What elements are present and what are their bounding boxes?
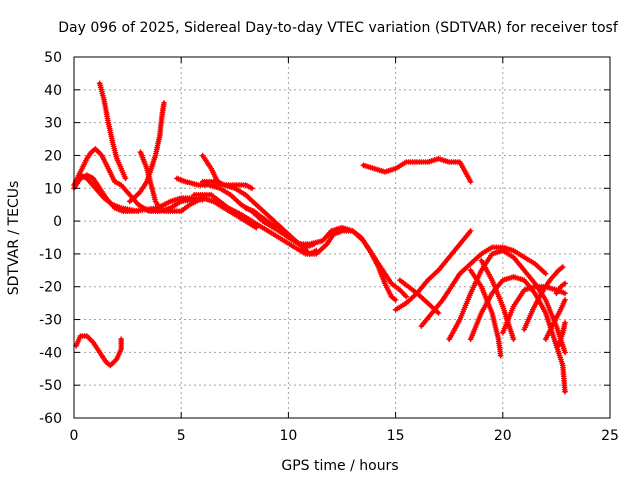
- chart-title: Day 096 of 2025, Sidereal Day-to-day VTE…: [58, 20, 619, 36]
- plus-markers: [360, 155, 474, 185]
- series-arc-14: [392, 228, 474, 313]
- y-tick-label: -60: [39, 411, 62, 427]
- plus-markers: [418, 244, 549, 329]
- y-tick-label: 10: [44, 181, 62, 197]
- plus-markers: [446, 247, 568, 356]
- x-tick-label: 0: [70, 428, 79, 444]
- plus-markers: [467, 267, 504, 359]
- series-arc-17: [446, 247, 568, 356]
- y-tick-label: 0: [53, 214, 62, 230]
- x-tick-label: 15: [387, 428, 405, 444]
- series-arc-03: [77, 172, 142, 214]
- y-tick-label: -40: [39, 345, 62, 361]
- series-arc-12: [73, 333, 124, 369]
- y-tick-label: -30: [39, 313, 62, 329]
- series-arc-04: [96, 80, 129, 182]
- y-tick-label: 20: [44, 148, 62, 164]
- x-tick-label: 5: [177, 428, 186, 444]
- plus-markers: [555, 320, 568, 349]
- plus-markers: [542, 297, 568, 342]
- plus-markers: [77, 172, 142, 214]
- plot-frame: [73, 56, 611, 419]
- plus-markers: [137, 149, 259, 231]
- plus-markers: [96, 80, 129, 182]
- plus-markers: [73, 333, 124, 369]
- y-tick-label: 40: [44, 83, 62, 99]
- y-tick-label: 50: [44, 50, 62, 66]
- series-arc-19: [467, 267, 504, 359]
- plus-markers: [553, 280, 568, 297]
- series-arc-13: [360, 155, 474, 185]
- x-tick-label: 10: [279, 428, 297, 444]
- x-tick-label: 20: [494, 428, 512, 444]
- series-arc-11: [242, 205, 410, 300]
- x-tick-label: 25: [601, 428, 619, 444]
- plus-markers: [392, 228, 474, 313]
- data-series: [71, 80, 568, 395]
- y-tick-label: -50: [39, 378, 62, 394]
- plus-markers: [521, 264, 566, 333]
- axis-ticks: 0 5 10 15 20 25 -60 -50 -40 -30 -20 -10 0 10 20 30 40 50: [39, 50, 619, 444]
- plus-markers: [242, 205, 410, 300]
- series-arc-23: [542, 297, 568, 342]
- series-arc-24: [553, 280, 568, 297]
- series-arc-06: [137, 149, 259, 231]
- y-axis-title: SDTVAR / TECUs: [6, 181, 22, 296]
- y-tick-label: -10: [39, 247, 62, 263]
- y-tick-label: -20: [39, 280, 62, 296]
- series-arc-22: [521, 264, 566, 333]
- series-arc-25: [555, 320, 568, 349]
- y-tick-label: 30: [44, 116, 62, 132]
- x-axis-title: GPS time / hours: [281, 458, 398, 474]
- series-arc-16: [418, 244, 549, 329]
